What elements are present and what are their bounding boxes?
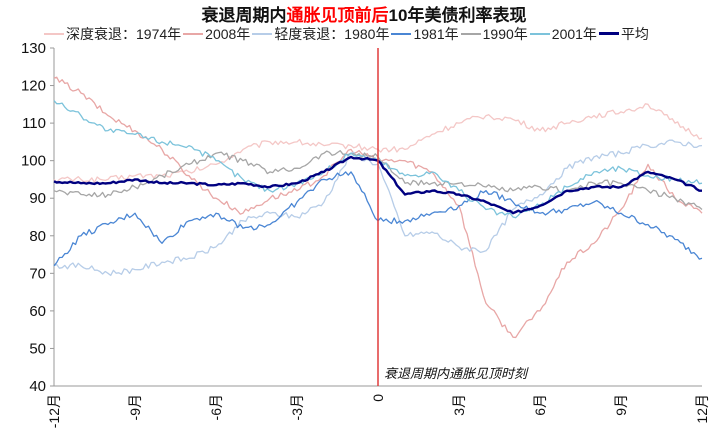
y-tick-label: 70	[29, 265, 46, 282]
legend-item: 1981年	[391, 24, 459, 44]
title-highlight: 通胀见顶前后	[286, 6, 389, 25]
legend-item: 2008年	[183, 24, 250, 44]
axes: 130 120 110 100 90 80 70 60 50 40-12月 -9月 -6月 -3月 0 3月…	[21, 40, 710, 428]
legend-item: 平均	[598, 24, 649, 44]
marker-annotation: 衰退周期内通胀见顶时刻	[384, 366, 529, 381]
legend-item: 轻度衰退：1980年	[252, 24, 389, 44]
y-tick-label: 120	[21, 78, 46, 95]
legend-swatch-icon	[529, 33, 550, 35]
inflation-peak-marker: 衰退周期内通胀见顶时刻	[377, 48, 529, 386]
legend-swatch-icon	[183, 33, 204, 35]
legend-label: 深度衰退：1974年	[66, 26, 182, 42]
y-tick-label: 100	[21, 153, 46, 170]
y-tick-label: 130	[21, 40, 46, 57]
x-tick-label: 0	[370, 394, 386, 402]
x-tick-label: 12月	[694, 394, 710, 424]
legend-item: 深度衰退：1974年	[44, 24, 181, 44]
legend-swatch-icon	[252, 33, 273, 35]
x-tick-label: -12月	[46, 394, 62, 428]
legend-swatch-icon	[598, 32, 619, 35]
legend-label: 1981年	[413, 26, 459, 42]
chart-title: 衰退周期内通胀见顶前后10年美债利率表现	[0, 1, 728, 26]
legend-swatch-icon	[460, 33, 481, 35]
legend-label: 2001年	[551, 26, 597, 42]
chart-legend: 深度衰退：1974年 2008年 轻度衰退：1980年 1981年 1990年 2001年…	[44, 22, 728, 42]
legend-label: 2008年	[205, 26, 251, 42]
x-tick-label: 6月	[532, 394, 548, 416]
x-tick-label: 3月	[451, 394, 467, 416]
y-tick-label: 90	[29, 190, 46, 207]
legend-label: 轻度衰退：1980年	[274, 26, 390, 42]
y-tick-label: 110	[22, 115, 46, 132]
legend-item: 1990年	[460, 24, 528, 44]
y-tick-label: 80	[29, 228, 46, 245]
x-tick-label: 9月	[613, 394, 629, 416]
x-tick-label: -6月	[208, 394, 224, 420]
legend-label: 1990年	[482, 26, 528, 42]
legend-swatch-icon	[391, 33, 412, 35]
title-part1: 衰退周期内	[201, 6, 287, 25]
title-part2: 10年美债利率表现	[388, 6, 527, 25]
legend-swatch-icon	[44, 33, 64, 35]
legend-item: 2001年	[529, 24, 597, 44]
y-tick-label: 60	[29, 303, 46, 320]
legend-label: 平均	[620, 25, 649, 42]
y-tick-label: 50	[29, 340, 46, 357]
x-tick-label: -9月	[127, 394, 143, 420]
x-tick-label: -3月	[289, 394, 305, 420]
y-tick-label: 40	[29, 378, 46, 395]
